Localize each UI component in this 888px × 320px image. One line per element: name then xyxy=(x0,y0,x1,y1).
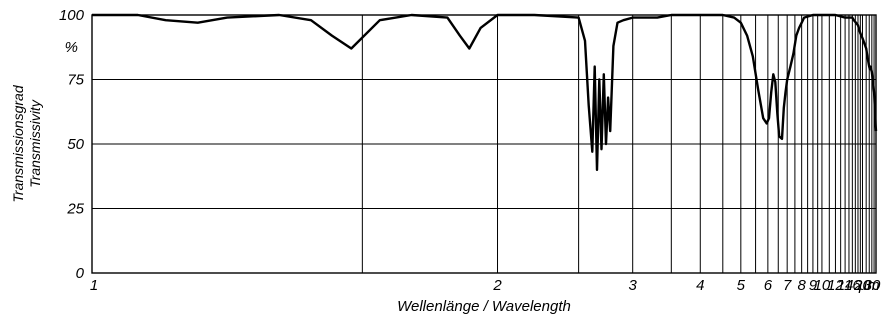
x-tick-label: 1 xyxy=(90,277,98,294)
transmission-curve xyxy=(92,13,878,171)
x-tick-label: 7 xyxy=(783,277,792,294)
x-tick-label: 3 xyxy=(629,277,638,294)
x-tick-label: 12 xyxy=(827,277,844,294)
x-tick-label: 4 xyxy=(696,277,704,294)
x-tick-label: 10 xyxy=(814,277,831,294)
y-tick-label: 25 xyxy=(66,201,84,218)
x-tick-label: 16 xyxy=(844,277,861,294)
x-tick-label: 5 xyxy=(737,277,746,294)
grid-lines xyxy=(92,14,877,274)
x-axis-label: Wellenlänge / Wavelength xyxy=(397,298,571,315)
y-tick-label: 75 xyxy=(67,72,84,89)
x-tick-label: 8 xyxy=(797,277,806,294)
x-tick-label: 9 xyxy=(809,277,818,294)
y-unit-label: % xyxy=(65,39,78,56)
y-tick-label: 100 xyxy=(59,7,85,24)
y-tick-label: 50 xyxy=(67,136,84,153)
x-tick-label: 30 xyxy=(864,277,881,294)
y-tick-labels: 0 25 50 75 100 xyxy=(59,7,85,282)
x-tick-label: 20 xyxy=(853,277,871,294)
y-tick-label: 0 xyxy=(76,265,85,282)
x-unit-label: μm xyxy=(858,277,880,294)
x-tick-label: 6 xyxy=(764,277,773,294)
x-tick-label: 2 xyxy=(492,277,502,294)
x-tick-label: 14 xyxy=(837,277,854,294)
plot-frame xyxy=(91,14,877,274)
y-axis-label-german: Transmissionsgrad xyxy=(10,84,26,202)
y-axis-label-english: Transmissivity xyxy=(27,99,43,188)
